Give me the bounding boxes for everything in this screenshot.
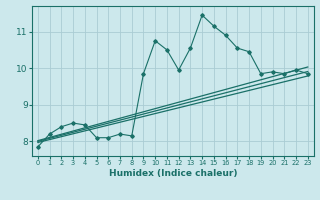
X-axis label: Humidex (Indice chaleur): Humidex (Indice chaleur) [108,169,237,178]
